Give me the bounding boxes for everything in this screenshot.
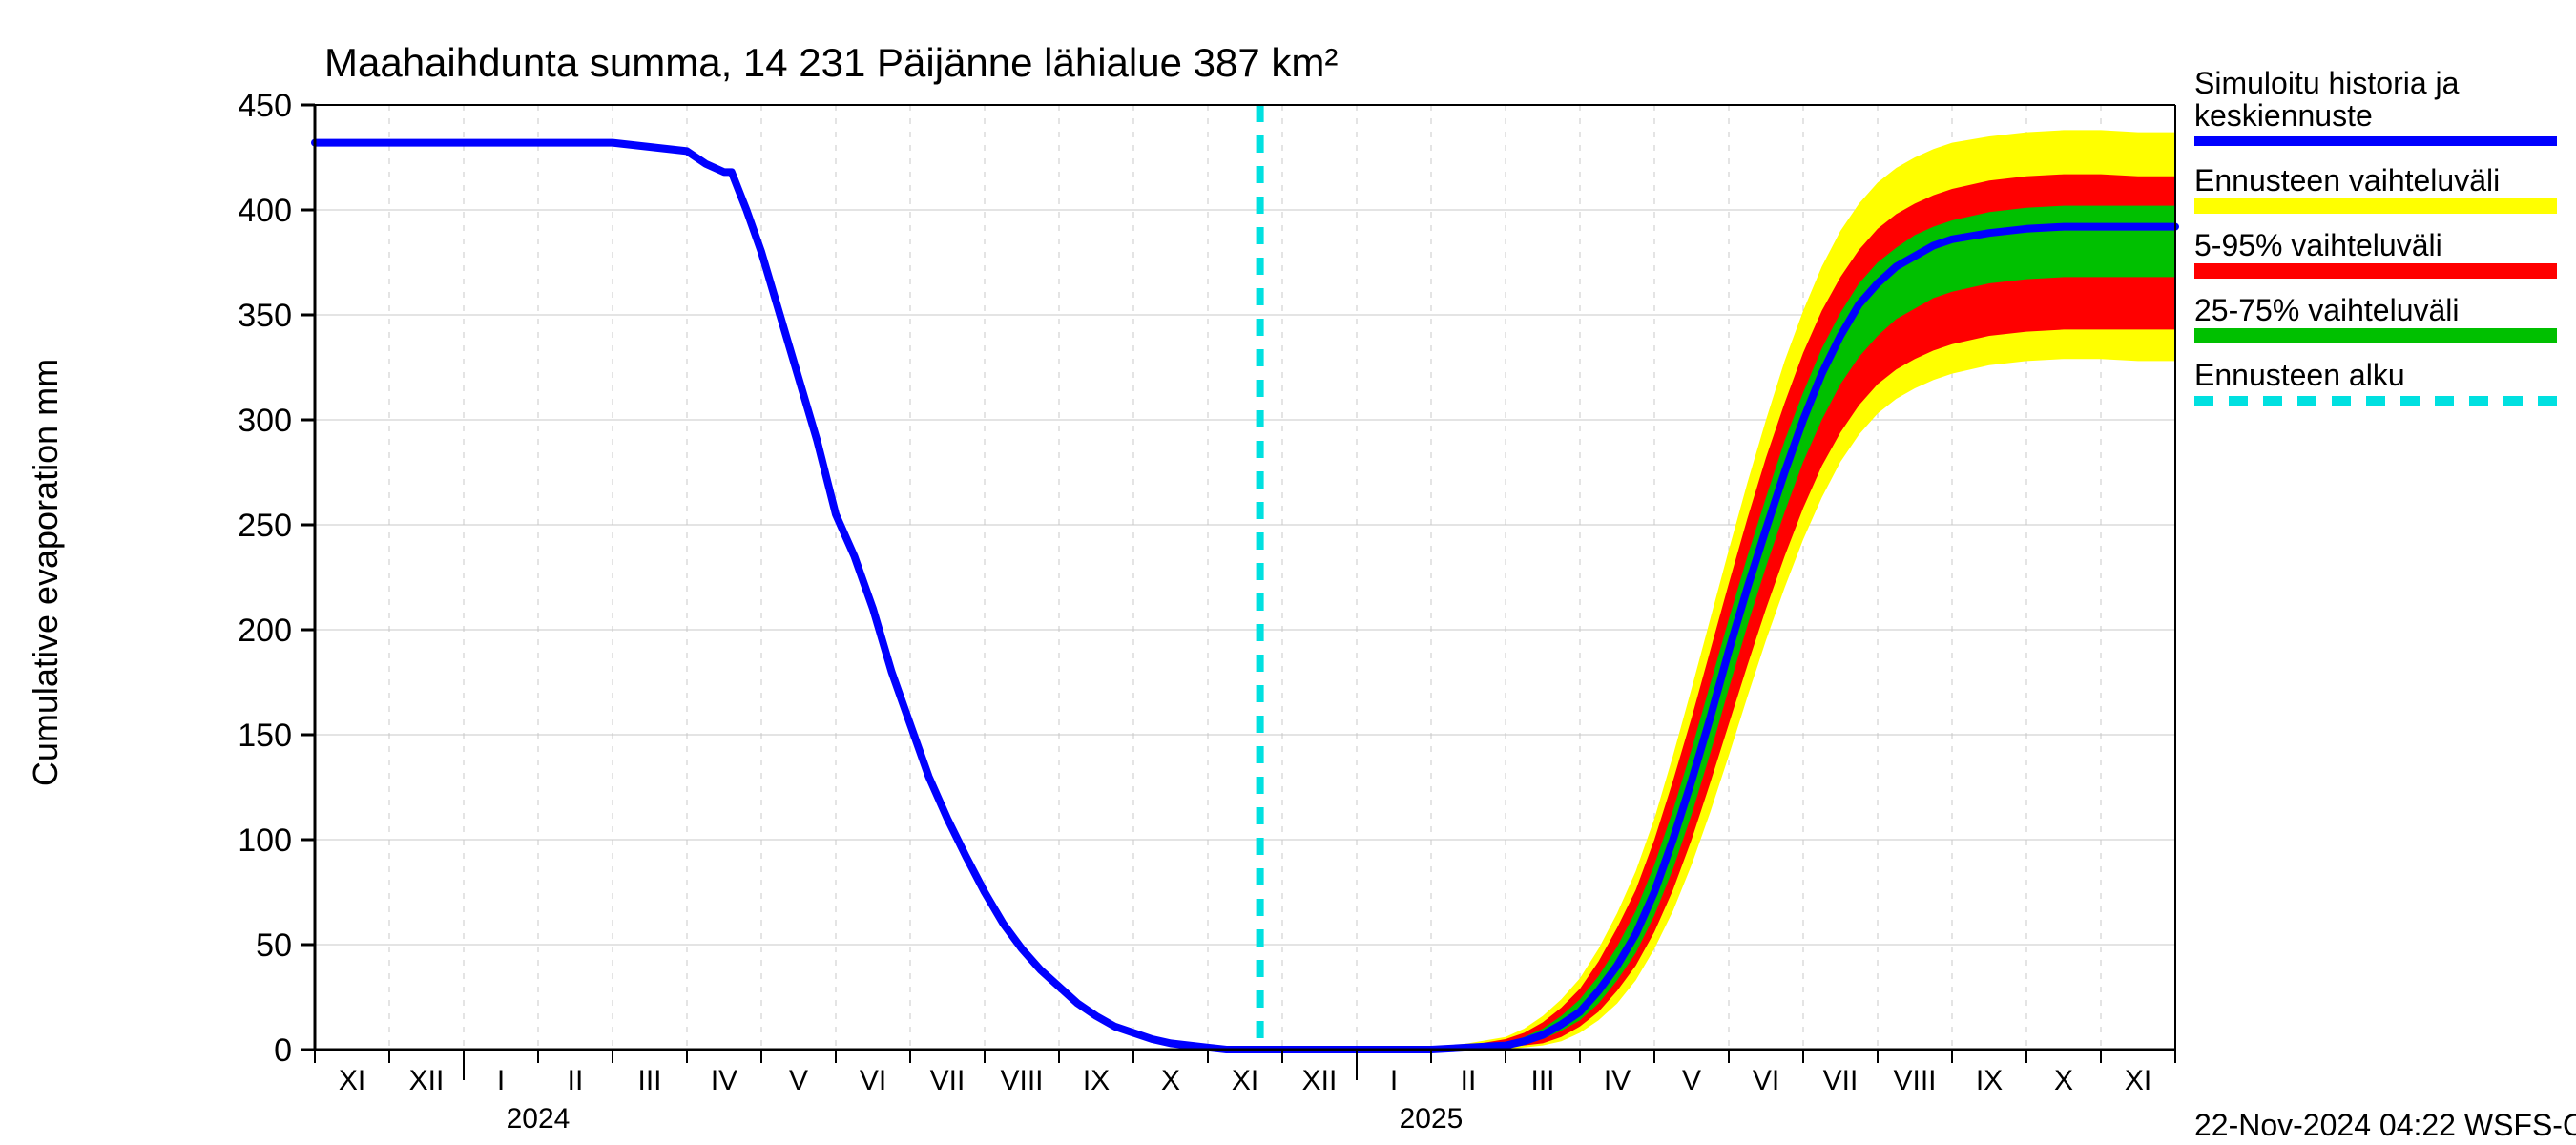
legend-swatch-band [2194, 198, 2557, 214]
y-tick-label: 0 [274, 1032, 292, 1069]
y-tick-label: 150 [238, 718, 292, 754]
x-month-label: VI [1753, 1065, 1779, 1096]
x-month-label: VIII [1000, 1065, 1043, 1096]
legend-swatch-band [2194, 328, 2557, 344]
x-month-label: II [568, 1065, 584, 1096]
legend-label: 5-95% vaihteluväli [2194, 228, 2442, 262]
x-month-label: XII [1302, 1065, 1338, 1096]
y-tick-label: 400 [238, 193, 292, 229]
x-month-label: XI [1232, 1065, 1258, 1096]
legend-label: keskiennuste [2194, 98, 2373, 133]
legend-label: 25-75% vaihteluväli [2194, 293, 2460, 327]
x-month-label: IV [711, 1065, 737, 1096]
x-month-label: IV [1604, 1065, 1631, 1096]
x-month-label: V [789, 1065, 808, 1096]
x-month-label: III [637, 1065, 661, 1096]
x-year-label: 2025 [1400, 1103, 1464, 1135]
legend-label: Simuloitu historia ja [2194, 66, 2460, 100]
x-month-label: VIII [1893, 1065, 1936, 1096]
x-month-label: VII [1823, 1065, 1859, 1096]
chart-container: 050100150200250300350400450XIXIIIIIIIIIV… [0, 0, 2576, 1145]
legend-label: Ennusteen alku [2194, 358, 2405, 392]
chart-bg [0, 0, 2576, 1145]
x-month-label: XII [409, 1065, 445, 1096]
x-month-label: XI [2125, 1065, 2151, 1096]
x-month-label: II [1461, 1065, 1477, 1096]
y-tick-label: 450 [238, 88, 292, 124]
x-month-label: IX [1976, 1065, 2003, 1096]
x-month-label: V [1682, 1065, 1701, 1096]
chart-title: Maahaihdunta summa, 14 231 Päijänne lähi… [324, 40, 1338, 85]
y-tick-label: 250 [238, 508, 292, 544]
y-tick-label: 300 [238, 403, 292, 439]
x-year-label: 2024 [507, 1103, 571, 1135]
legend-swatch-band [2194, 263, 2557, 279]
y-tick-label: 50 [256, 927, 292, 964]
x-month-label: VI [860, 1065, 886, 1096]
y-tick-label: 100 [238, 822, 292, 859]
x-month-label: X [2054, 1065, 2073, 1096]
y-tick-label: 350 [238, 298, 292, 334]
y-axis-label: Cumulative evaporation mm [26, 359, 65, 786]
chart-footer: 22-Nov-2024 04:22 WSFS-O [2194, 1108, 2576, 1142]
legend-label: Ennusteen vaihteluväli [2194, 163, 2500, 198]
chart-svg: 050100150200250300350400450XIXIIIIIIIIIV… [0, 0, 2576, 1145]
x-month-label: I [1390, 1065, 1398, 1096]
x-month-label: X [1161, 1065, 1180, 1096]
x-month-label: IX [1083, 1065, 1110, 1096]
x-month-label: I [497, 1065, 505, 1096]
x-month-label: XI [339, 1065, 365, 1096]
y-tick-label: 200 [238, 613, 292, 649]
x-month-label: III [1530, 1065, 1554, 1096]
x-month-label: VII [930, 1065, 966, 1096]
